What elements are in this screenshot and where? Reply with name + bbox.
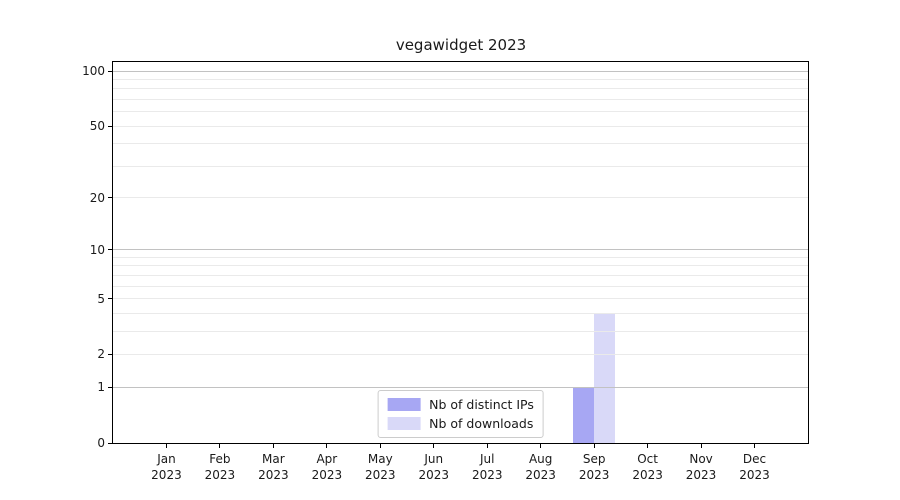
legend: Nb of distinct IPs Nb of downloads <box>377 390 544 438</box>
x-tick-mark <box>272 444 274 448</box>
y-tick-mark <box>108 197 112 199</box>
gridline-minor <box>113 111 808 113</box>
y-tick-label: 50 <box>89 119 105 134</box>
x-tick-label: Apr 2023 <box>311 452 343 482</box>
gridline-minor <box>113 274 808 276</box>
bar-downloads <box>594 313 616 443</box>
plot-area: Nb of distinct IPs Nb of downloads <box>112 61 809 444</box>
y-tick-label: 10 <box>89 242 105 257</box>
x-tick-label: Mar 2023 <box>258 452 289 482</box>
x-tick-label: May 2023 <box>365 452 396 482</box>
y-tick-mark <box>108 386 112 388</box>
gridline-minor <box>113 197 808 199</box>
gridline-major <box>113 249 808 251</box>
x-tick-label: Jul 2023 <box>471 452 503 482</box>
gridline-minor <box>113 298 808 300</box>
x-tick-mark <box>647 444 649 448</box>
gridline-minor <box>113 330 808 332</box>
gridline-minor <box>113 78 808 80</box>
x-tick-label: Oct 2023 <box>632 452 663 482</box>
x-tick-mark <box>433 444 435 448</box>
y-tick-label: 5 <box>97 291 105 306</box>
x-tick-mark <box>165 444 167 448</box>
gridline-minor <box>113 265 808 267</box>
y-tick-mark <box>108 70 112 72</box>
y-tick-mark <box>108 249 112 251</box>
gridline-minor <box>113 312 808 314</box>
gridline-minor <box>113 256 808 258</box>
x-tick-mark <box>486 444 488 448</box>
legend-swatch-downloads <box>387 417 421 430</box>
x-tick-label: Feb 2023 <box>204 452 236 482</box>
plot-inner <box>113 62 808 443</box>
gridline-minor <box>113 125 808 127</box>
x-tick-mark <box>540 444 542 448</box>
x-tick-label: Aug 2023 <box>525 452 556 482</box>
y-tick-label: 1 <box>97 380 105 395</box>
x-tick-mark <box>219 444 221 448</box>
y-tick-mark <box>108 442 112 444</box>
chart-title: vegawidget 2023 <box>395 36 527 54</box>
legend-entry: Nb of distinct IPs <box>387 397 534 412</box>
x-tick-label: Jun 2023 <box>418 452 450 482</box>
x-tick-label: Nov 2023 <box>685 452 717 482</box>
gridline-major <box>113 386 808 388</box>
legend-entry: Nb of downloads <box>387 416 534 431</box>
gridline-minor <box>113 143 808 145</box>
x-tick-mark <box>593 444 595 448</box>
y-tick-label: 100 <box>82 64 105 78</box>
gridline-major <box>113 70 808 72</box>
gridline-minor <box>113 285 808 287</box>
x-tick-mark <box>379 444 381 448</box>
y-tick-mark <box>108 298 112 300</box>
x-tick-label: Dec 2023 <box>739 452 770 482</box>
y-tick-mark <box>108 125 112 127</box>
gridline-minor <box>113 98 808 100</box>
gridline-minor <box>113 88 808 90</box>
gridline-minor <box>113 353 808 355</box>
x-tick-label: Jan 2023 <box>151 452 182 482</box>
y-tick-label: 2 <box>97 347 105 362</box>
bar-distinct-ips <box>573 387 595 443</box>
legend-swatch-distinct-ips <box>387 398 421 411</box>
x-tick-mark <box>754 444 756 448</box>
legend-label-distinct-ips: Nb of distinct IPs <box>429 397 534 412</box>
y-tick-label: 0 <box>97 436 105 450</box>
x-tick-label: Sep 2023 <box>578 452 610 482</box>
y-tick-mark <box>108 353 112 355</box>
gridline-minor <box>113 165 808 167</box>
legend-label-downloads: Nb of downloads <box>429 416 534 431</box>
x-tick-mark <box>326 444 328 448</box>
y-tick-label: 20 <box>89 190 105 205</box>
x-tick-mark <box>700 444 702 448</box>
